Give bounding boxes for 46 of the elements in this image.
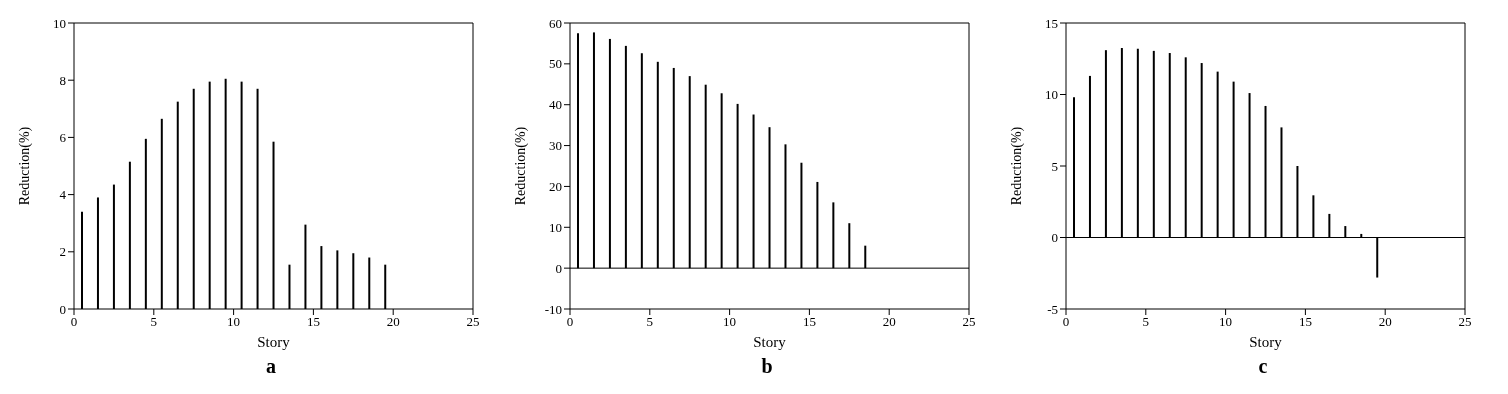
y-tick-label: 0: [555, 260, 562, 276]
x-tick-label: 20: [1378, 314, 1392, 330]
x-tick-label: 25: [1458, 314, 1472, 330]
y-axis-title: Reduction(%): [1008, 126, 1025, 206]
x-axis-title: Story: [257, 334, 291, 350]
y-tick-label: 10: [53, 15, 66, 31]
x-axis-title: Story: [1249, 334, 1283, 350]
x-tick-label: 20: [386, 314, 400, 330]
x-tick-label: 10: [723, 314, 737, 330]
x-axis-title: Story: [753, 334, 787, 350]
x-tick-label: 0: [1062, 314, 1070, 330]
x-tick-label: 5: [150, 314, 158, 330]
text: a: [265, 355, 276, 378]
text: b: [760, 355, 773, 378]
y-axis-title: Reduction(%): [16, 126, 33, 206]
x-tick-label: 0: [70, 314, 78, 330]
text: c: [1257, 355, 1268, 378]
y-tick-label: 30: [549, 138, 562, 154]
x-tick-label: 25: [466, 314, 480, 330]
y-axis-title: Reduction(%): [512, 126, 529, 206]
x-tick-label: 15: [802, 314, 816, 330]
y-tick-label: 5: [1051, 158, 1058, 174]
y-tick-label: 20: [549, 179, 562, 195]
y-tick-label: 8: [59, 72, 66, 88]
x-tick-label: 25: [962, 314, 976, 330]
y-tick-label: 40: [549, 97, 562, 113]
x-tick-label: 15: [306, 314, 320, 330]
y-tick-label: -5: [1047, 301, 1058, 317]
x-tick-label: 10: [1219, 314, 1233, 330]
x-tick-label: 10: [227, 314, 241, 330]
y-tick-label: 60: [549, 15, 562, 31]
y-tick-label: 0: [59, 301, 66, 317]
y-tick-label: 50: [549, 56, 562, 72]
y-tick-label: 4: [59, 187, 67, 203]
y-tick-label: 15: [1045, 15, 1058, 31]
x-tick-label: 20: [882, 314, 896, 330]
y-tick-label: 10: [549, 219, 562, 235]
x-tick-label: 5: [1142, 314, 1150, 330]
x-tick-label: 5: [646, 314, 654, 330]
y-tick-label: 2: [59, 244, 66, 260]
y-tick-label: 6: [59, 130, 67, 146]
y-tick-label: -10: [544, 301, 562, 317]
y-tick-label: 0: [1051, 230, 1058, 246]
x-tick-label: 15: [1298, 314, 1312, 330]
x-tick-label: 0: [566, 314, 574, 330]
y-tick-label: 10: [1045, 87, 1058, 103]
